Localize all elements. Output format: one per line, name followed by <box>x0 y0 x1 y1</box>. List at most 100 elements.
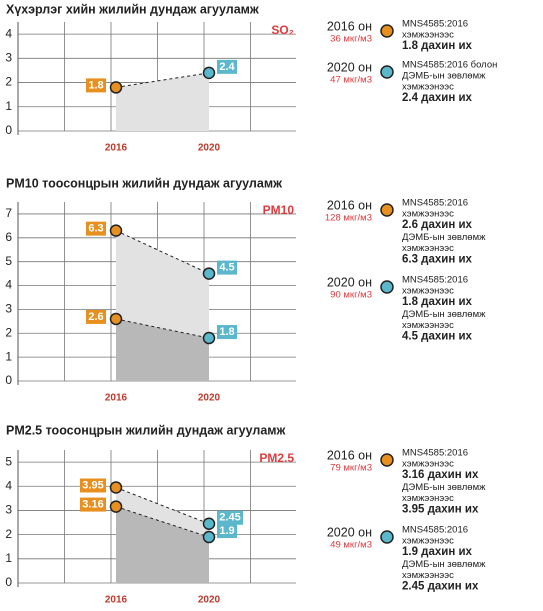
point <box>109 481 123 494</box>
x-tick-label: 2020 <box>198 143 221 154</box>
note-line: хэмжээнээс <box>402 30 454 41</box>
value-label-bg <box>86 221 106 236</box>
point <box>202 331 216 345</box>
pollutant-label: SO₂ <box>271 23 294 37</box>
y-tick-label: 7 <box>5 206 12 220</box>
note-line: MNS4585:2016 <box>402 19 468 30</box>
value-label: 3.95 <box>82 479 103 491</box>
x-tick-label: 2020 <box>198 595 221 606</box>
value-label: 6.3 <box>88 223 103 235</box>
note-line: хэмжээнээс <box>402 243 454 254</box>
note-line: MNS4585:2016 <box>402 448 468 459</box>
y-tick-label: 3 <box>5 503 12 517</box>
value-label: 2.4 <box>219 61 235 73</box>
note-line: хэмжээнээс <box>402 536 454 547</box>
line <box>115 506 210 538</box>
note-line: MNS4585:2016 <box>402 525 468 536</box>
value-label: 1.8 <box>88 79 103 91</box>
point <box>202 66 216 80</box>
chart-title: PM2.5 тоосонцрын жилийн дундаж агууламж <box>6 423 286 437</box>
point <box>109 312 123 326</box>
note-value: 90 мкг/м3 <box>330 290 372 301</box>
y-tick-label: 3 <box>5 302 12 316</box>
y-tick-label: 1 <box>5 99 12 113</box>
note-line: ДЭМБ-ын зөвлөмж <box>402 71 486 82</box>
point <box>109 500 123 513</box>
value-label: 4.5 <box>219 262 234 274</box>
value-label: 1.9 <box>219 525 234 537</box>
note-line: ДЭМБ-ын зөвлөмж <box>402 232 486 243</box>
value-label-bg <box>217 510 243 525</box>
note-dot <box>380 203 394 217</box>
note-line: 6.3 дахин их <box>402 254 473 266</box>
note-line: 4.5 дахин их <box>402 331 473 343</box>
value-label: 1.8 <box>219 326 234 338</box>
note-line: 2.45 дахин их <box>402 581 479 593</box>
point <box>109 224 123 237</box>
note-line: хэмжээнээс <box>402 493 454 504</box>
pollutant-label: PM10 <box>263 203 295 217</box>
value-label-bg <box>217 524 237 539</box>
chart-title: Хүхэрлэг хийн жилийн дундаж агууламж <box>6 2 259 16</box>
note-value: 128 мкг/м3 <box>325 213 372 224</box>
note-line: 2.6 дахин их <box>402 219 473 231</box>
area <box>116 318 209 381</box>
note-line: 1.8 дахин их <box>402 40 473 52</box>
note-dot <box>380 24 394 38</box>
x-tick-label: 2020 <box>198 393 221 404</box>
value-label-bg <box>80 497 106 512</box>
value-label: 2.6 <box>88 311 103 323</box>
y-tick-label: 5 <box>5 254 12 268</box>
note-line: MNS4585:2016 <box>402 275 468 286</box>
value-label-bg <box>86 78 106 93</box>
note-year: 2016 он <box>327 19 372 33</box>
note-line: MNS4585:2016 болон <box>402 60 497 71</box>
note-year: 2020 он <box>327 60 372 74</box>
note-value: 49 мкг/м3 <box>330 540 372 551</box>
pollutant-label: PM2.5 <box>259 451 294 465</box>
note-line: хэмжээнээс <box>402 286 454 297</box>
note-year: 2016 он <box>327 448 372 462</box>
note-line: хэмжээнээс <box>402 209 454 220</box>
x-tick-label: 2016 <box>105 143 128 154</box>
note-dot <box>380 453 394 467</box>
note-value: 79 мкг/м3 <box>330 463 372 474</box>
note-year: 2020 он <box>327 275 372 289</box>
note-line: хэмжээнээс <box>402 320 454 331</box>
line <box>115 72 210 88</box>
value-label-bg <box>217 325 237 340</box>
y-tick-label: 0 <box>5 123 12 137</box>
note-line: 3.16 дахин их <box>402 469 479 481</box>
note-dot <box>380 530 394 544</box>
note-line: 1.9 дахин их <box>402 546 473 558</box>
value-label: 3.16 <box>82 498 103 510</box>
x-tick-label: 2016 <box>105 393 128 404</box>
x-tick-label: 2016 <box>105 595 128 606</box>
note-year: 2016 он <box>327 198 372 212</box>
note-year: 2020 он <box>327 525 372 539</box>
y-tick-label: 4 <box>5 26 12 40</box>
note-line: 3.95 дахин их <box>402 504 479 516</box>
value-label-bg <box>217 59 237 74</box>
y-tick-label: 6 <box>5 230 12 244</box>
note-line: ДЭМБ-ын зөвлөмж <box>402 482 486 493</box>
y-tick-label: 3 <box>5 51 12 65</box>
note-line: хэмжээнээс <box>402 459 454 470</box>
note-value: 36 мкг/м3 <box>330 34 372 45</box>
y-tick-label: 0 <box>5 373 12 387</box>
value-label-bg <box>217 260 237 275</box>
y-tick-label: 1 <box>5 349 12 363</box>
note-dot <box>380 280 394 294</box>
y-tick-label: 2 <box>5 325 12 339</box>
note-line: MNS4585:2016 <box>402 198 468 209</box>
note-line: хэмжээнээс <box>402 82 454 93</box>
note-value: 47 мкг/м3 <box>330 75 372 86</box>
y-tick-label: 4 <box>5 478 12 492</box>
y-tick-label: 1 <box>5 551 12 565</box>
y-tick-label: 2 <box>5 527 12 541</box>
y-tick-label: 5 <box>5 454 12 468</box>
note-line: ДЭМБ-ын зөвлөмж <box>402 309 486 320</box>
line <box>115 487 210 525</box>
value-label: 2.45 <box>219 512 240 524</box>
